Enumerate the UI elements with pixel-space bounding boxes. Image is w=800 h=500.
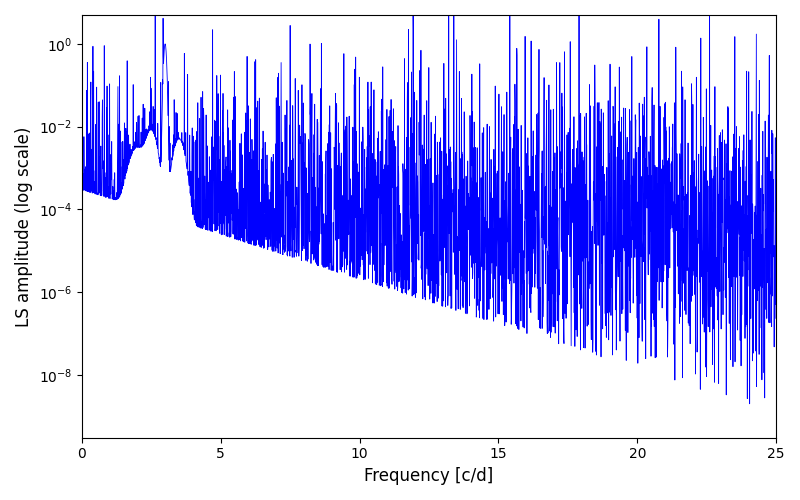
Y-axis label: LS amplitude (log scale): LS amplitude (log scale) bbox=[15, 126, 33, 326]
X-axis label: Frequency [c/d]: Frequency [c/d] bbox=[364, 467, 494, 485]
